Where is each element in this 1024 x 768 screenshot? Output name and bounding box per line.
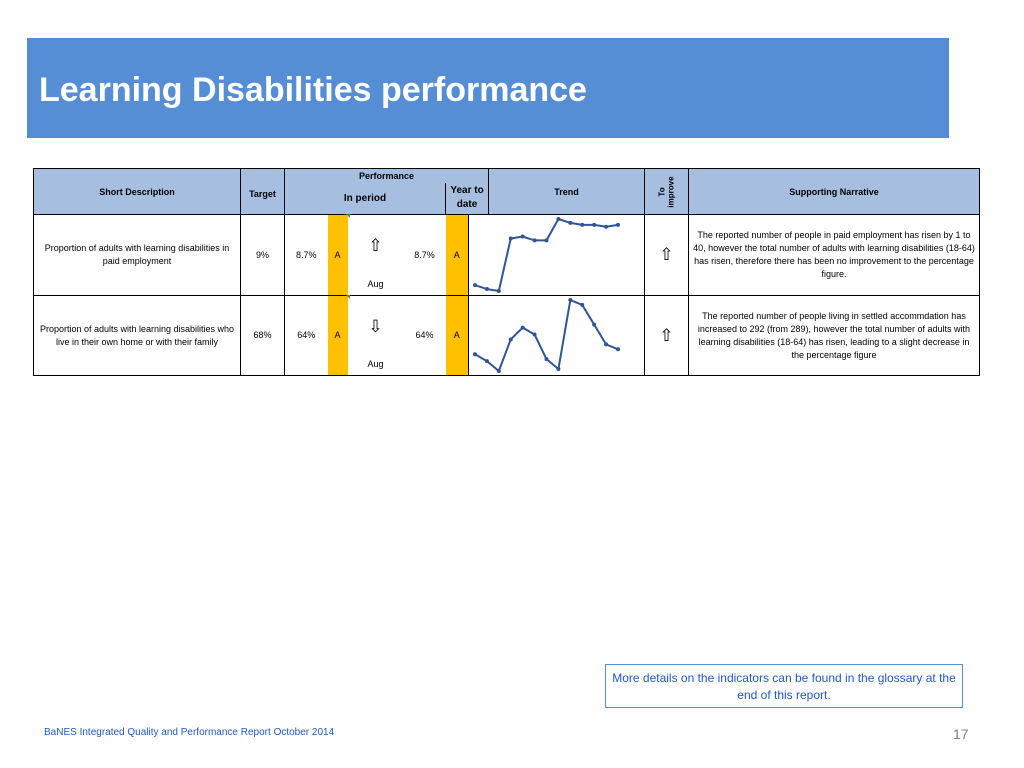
header-to-improve-line1: To: [657, 186, 667, 197]
up-arrow-icon: ⇧: [659, 325, 674, 345]
page-title: Learning Disabilities performance: [39, 71, 587, 109]
header-to-improve: To improve: [644, 168, 689, 215]
row-in-period-value: 8.7%: [284, 214, 328, 296]
cell-comment-marker-icon: [345, 214, 350, 218]
trend-point: [604, 342, 609, 347]
performance-table: Short Description Target Performance Tre…: [33, 168, 980, 376]
trend-point: [592, 222, 597, 227]
trend-point: [580, 222, 585, 227]
trend-point: [484, 287, 489, 292]
row-in-period-rag: A: [327, 214, 348, 296]
up-arrow-icon: ⇧: [659, 245, 674, 264]
trend-point: [508, 236, 513, 241]
trend-point: [556, 217, 561, 221]
row-trend-cell: [468, 295, 645, 376]
row-direction-cell: ⇩ Aug: [345, 295, 404, 376]
row-description: Proportion of adults with learning disab…: [33, 214, 241, 296]
table-row: Proportion of adults with learning disab…: [33, 214, 980, 296]
trend-point: [520, 234, 525, 239]
trend-sparkline: [473, 217, 620, 293]
down-arrow-icon: ⇩: [368, 317, 383, 336]
trend-point: [520, 325, 525, 330]
header-performance: Performance: [283, 168, 490, 183]
trend-sparkline: [473, 298, 620, 373]
trend-point: [544, 357, 549, 362]
header-trend: Trend: [488, 168, 645, 215]
trend-point: [473, 283, 477, 288]
row-in-period-value: 64%: [284, 295, 328, 376]
header-year-to-date: Year to date: [444, 182, 490, 215]
trend-point: [616, 347, 620, 352]
trend-point: [592, 322, 597, 327]
trend-point: [473, 352, 477, 357]
trend-point: [496, 369, 501, 373]
header-target: Target: [240, 168, 285, 215]
table-row: Proportion of adults with learning disab…: [33, 295, 980, 376]
up-arrow-icon: ⇧: [368, 236, 383, 255]
row-month: Aug: [367, 279, 384, 289]
row-in-period-rag: A: [327, 295, 348, 376]
row-ytd-rag: A: [445, 214, 469, 296]
trend-line: [474, 217, 619, 293]
cell-comment-marker-icon: [345, 295, 350, 299]
footer-report-title: BaNES Integrated Quality and Performance…: [44, 727, 335, 738]
trend-point: [532, 332, 537, 337]
trend-point: [544, 238, 549, 243]
header-in-period: In period: [284, 182, 446, 215]
trend-point: [508, 337, 513, 342]
row-narrative: The reported number of people in paid em…: [688, 214, 980, 296]
trend-point: [532, 238, 537, 243]
row-month: Aug: [367, 359, 384, 369]
trend-point: [604, 224, 609, 229]
header-to-improve-line2: improve: [666, 175, 676, 208]
trend-point: [496, 289, 501, 293]
row-target: 68%: [240, 295, 285, 376]
header-short-description: Short Description: [33, 168, 241, 215]
trend-point: [568, 298, 573, 302]
trend-point: [484, 359, 489, 364]
row-trend-cell: [468, 214, 645, 296]
row-narrative: The reported number of people living in …: [688, 295, 980, 376]
title-banner: Learning Disabilities performance: [27, 38, 949, 138]
row-direction-cell: ⇧ Aug: [345, 214, 404, 296]
row-to-improve: ⇧: [644, 295, 689, 376]
row-ytd-value: 64%: [403, 295, 446, 376]
row-target: 9%: [240, 214, 285, 296]
row-to-improve: ⇧: [644, 214, 689, 296]
glossary-note: More details on the indicators can be fo…: [605, 664, 963, 708]
row-ytd-value: 8.7%: [403, 214, 446, 296]
trend-point: [580, 302, 585, 307]
trend-point: [556, 367, 561, 372]
trend-point: [568, 220, 573, 225]
row-description: Proportion of adults with learning disab…: [33, 295, 241, 376]
trend-point: [616, 222, 620, 227]
row-ytd-rag: A: [445, 295, 469, 376]
header-supporting-narrative: Supporting Narrative: [688, 168, 980, 215]
page-number: 17: [953, 726, 969, 742]
